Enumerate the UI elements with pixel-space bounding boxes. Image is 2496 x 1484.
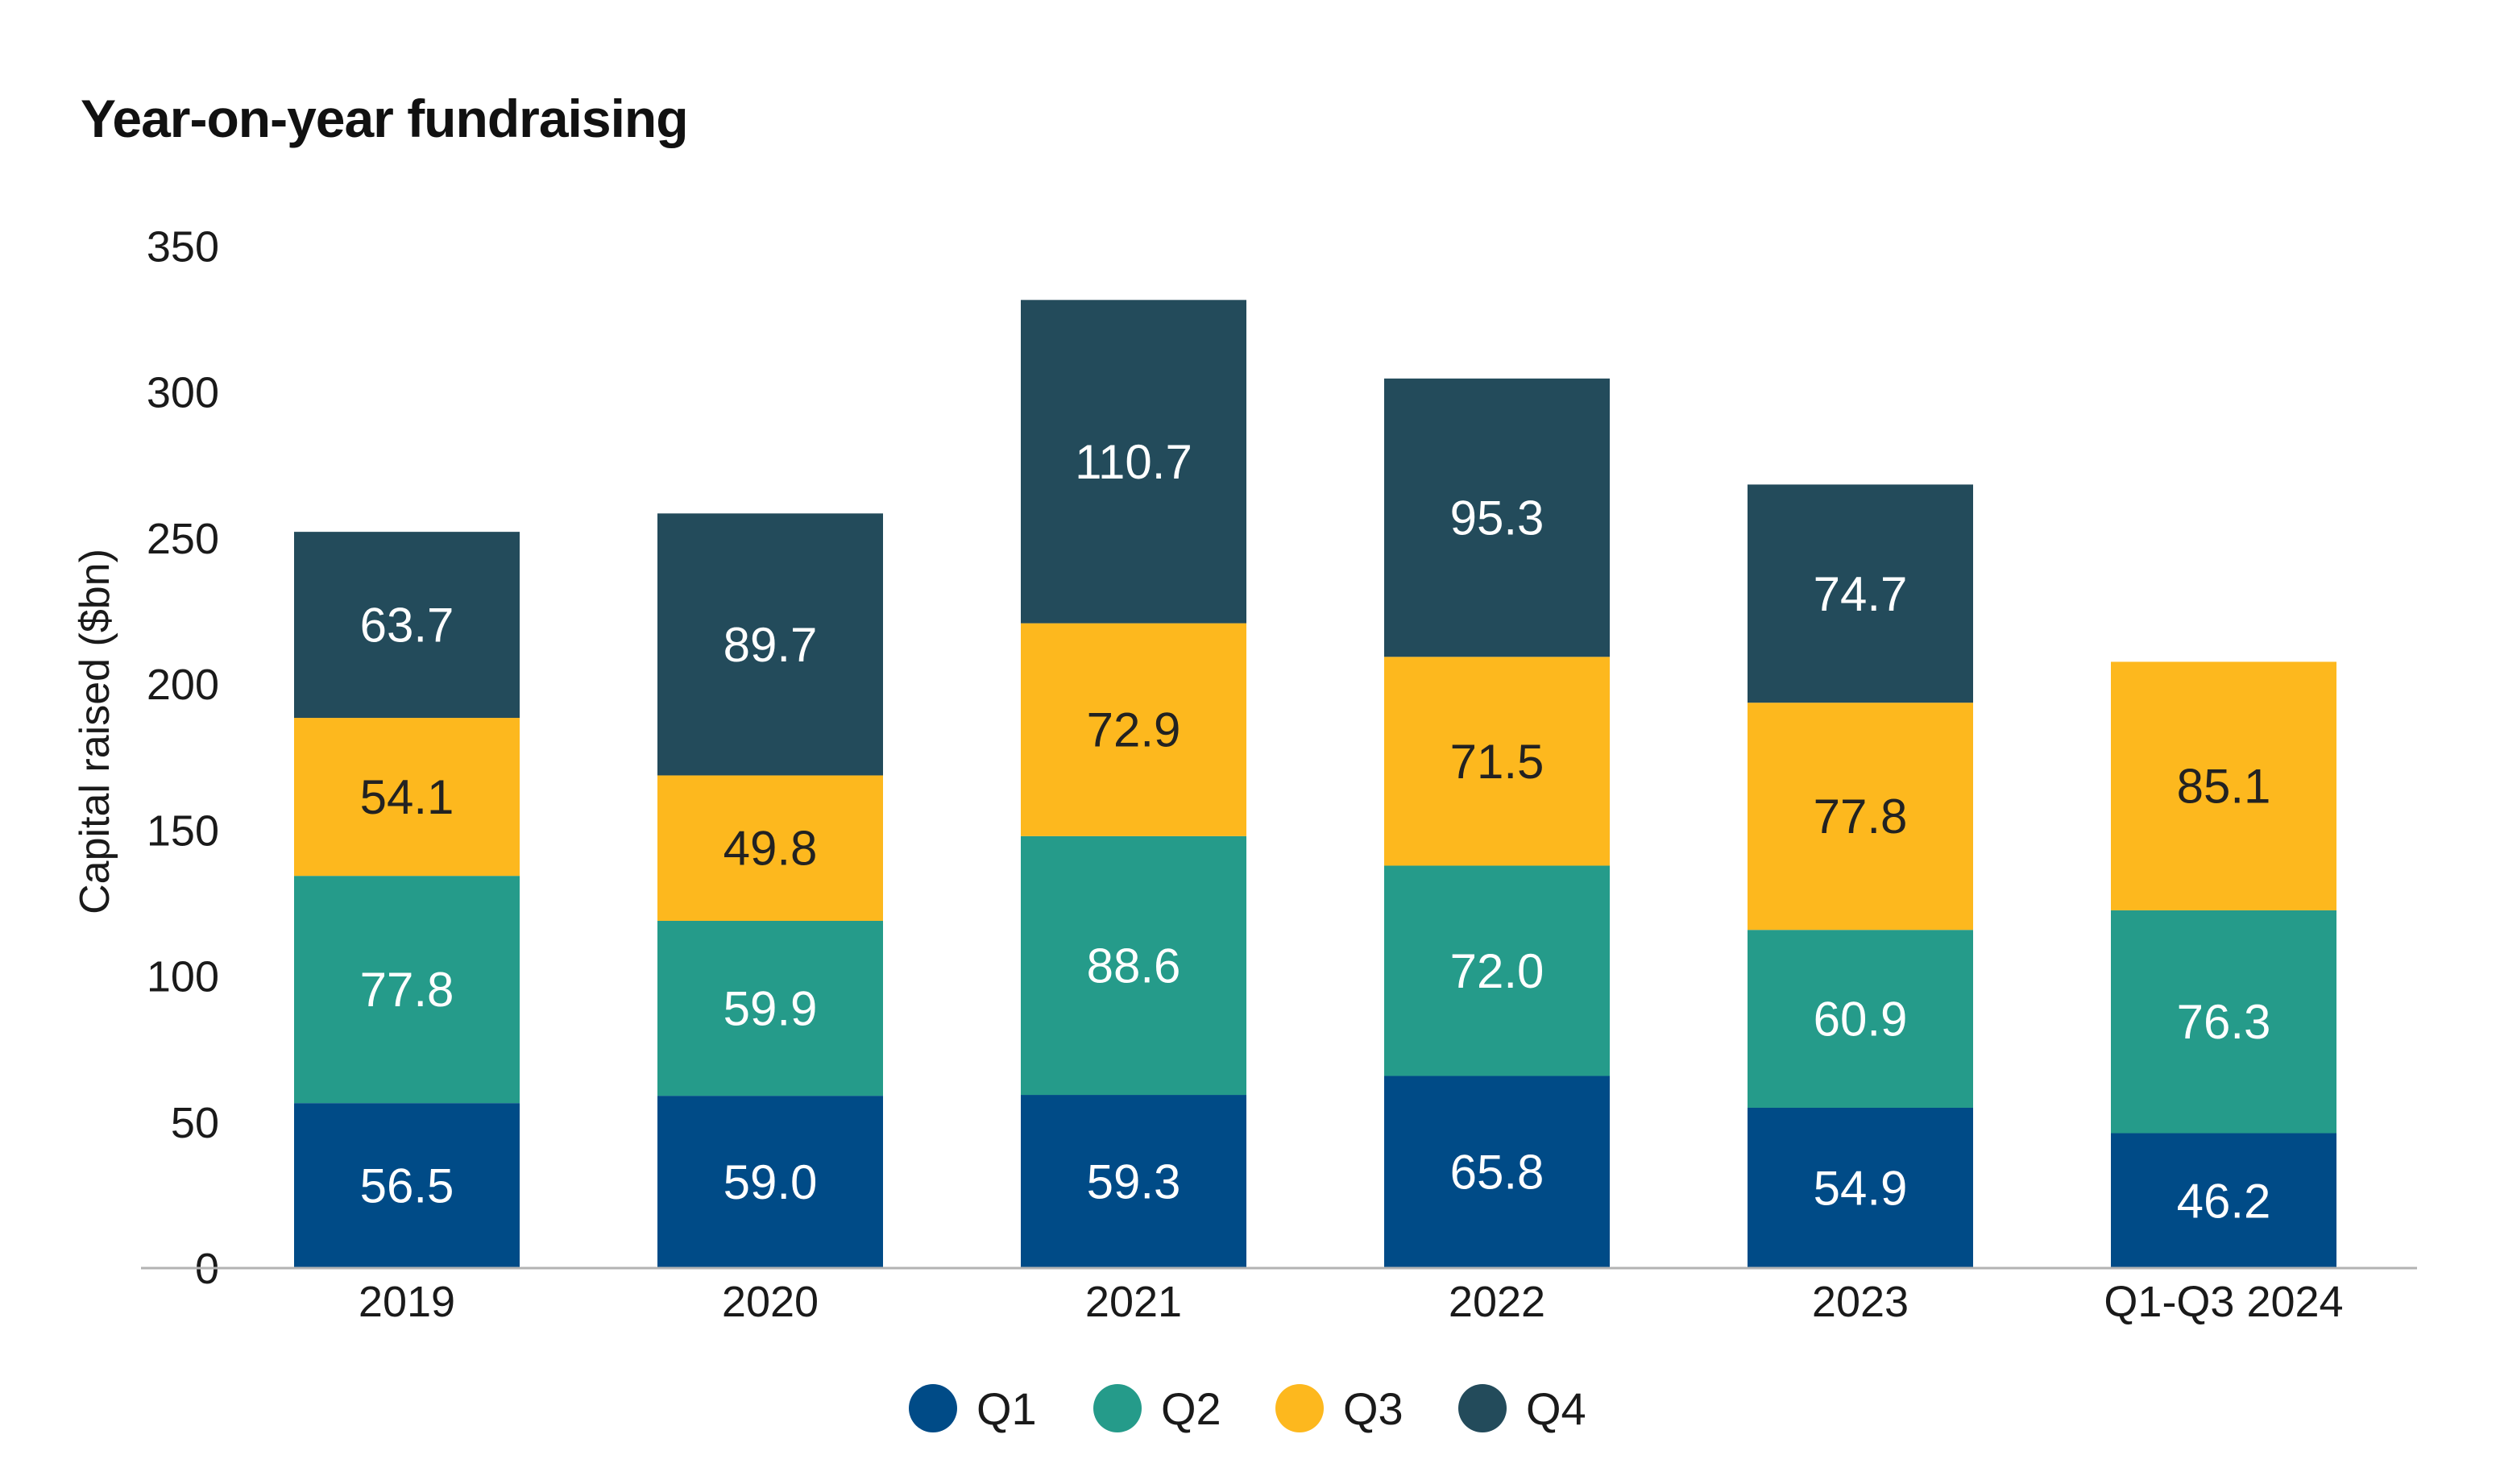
legend-item: Q1 <box>909 1383 1037 1434</box>
data-label: 74.7 <box>1814 567 1908 621</box>
bar-segment-q1 <box>657 1096 883 1268</box>
bar-segment-q4 <box>1384 378 1610 657</box>
bar-segment-q3 <box>657 775 883 921</box>
data-label: 46.2 <box>2177 1174 2271 1228</box>
bar-segment-q3 <box>1021 623 1246 836</box>
bar-segment-q1 <box>294 1103 520 1268</box>
legend: Q1 Q2 Q3 Q4 <box>909 1383 1586 1434</box>
bar-segment-q4 <box>1748 484 1973 703</box>
bar-group: 65.8 72.0 71.5 95.3 <box>1384 378 1610 1268</box>
data-label: 65.8 <box>1450 1146 1544 1200</box>
bar-segment-q2 <box>1384 865 1610 1076</box>
bar-segment-q2 <box>294 876 520 1104</box>
data-label: 63.7 <box>360 599 454 653</box>
bar-segment-q3 <box>2111 661 2336 910</box>
legend-item: Q4 <box>1458 1383 1586 1434</box>
bar-group: 56.5 77.8 54.1 63.7 <box>294 532 520 1268</box>
legend-item: Q2 <box>1093 1383 1221 1434</box>
x-tick-label: 2023 <box>1812 1278 1909 1326</box>
data-label: 60.9 <box>1814 993 1908 1047</box>
data-label: 88.6 <box>1087 939 1181 993</box>
bar-segment-q1 <box>1748 1107 1973 1268</box>
data-label: 77.8 <box>1814 790 1908 844</box>
legend-swatch-q1 <box>909 1384 957 1432</box>
bar-group: 54.9 60.9 77.8 74.7 <box>1748 484 1973 1268</box>
bar-segment-q4 <box>657 513 883 776</box>
legend-label: Q4 <box>1526 1383 1586 1434</box>
data-label: 72.9 <box>1087 703 1181 757</box>
data-label: 59.3 <box>1087 1155 1181 1209</box>
x-tick-label: 2019 <box>359 1278 455 1326</box>
chart-title: Year-on-year fundraising <box>81 89 688 148</box>
y-tick-label: 250 <box>147 515 219 563</box>
legend-label: Q1 <box>976 1383 1037 1434</box>
y-axis-title: Capital raised ($bn) <box>72 549 118 914</box>
bar-group: 46.2 76.3 85.1 <box>2111 661 2336 1268</box>
legend-swatch-q2 <box>1093 1384 1142 1432</box>
bar-segment-q1 <box>2111 1133 2336 1268</box>
plot-area: 56.5 77.8 54.1 63.7 59.0 59.9 49.8 89.7 59.3 88.6… <box>294 300 2336 1268</box>
x-tick-label: Q1-Q3 2024 <box>2104 1278 2343 1326</box>
bar-segment-q2 <box>1021 835 1246 1096</box>
y-tick-label: 300 <box>147 369 219 417</box>
data-label: 110.7 <box>1075 435 1192 489</box>
x-tick-label: 2021 <box>1085 1278 1182 1326</box>
bar-segment-q1 <box>1384 1076 1610 1268</box>
data-label: 71.5 <box>1450 735 1544 789</box>
bar-segment-q2 <box>657 920 883 1096</box>
bar-segment-q3 <box>1748 703 1973 931</box>
data-label: 54.1 <box>360 770 454 824</box>
y-tick-label: 50 <box>171 1099 219 1147</box>
data-label: 95.3 <box>1450 491 1544 545</box>
bar-segment-q4 <box>1021 300 1246 624</box>
bar-segment-q2 <box>1748 930 1973 1108</box>
legend-swatch-q3 <box>1275 1384 1324 1432</box>
bar-group: 59.3 88.6 72.9 110.7 <box>1021 300 1246 1268</box>
bar-segment-q2 <box>2111 910 2336 1134</box>
x-axis: 2019 2020 2021 2022 2023 Q1-Q3 2024 <box>359 1278 2344 1326</box>
data-label: 59.0 <box>724 1155 818 1209</box>
data-label: 76.3 <box>2177 995 2271 1049</box>
data-label: 77.8 <box>360 963 454 1017</box>
data-label: 72.0 <box>1450 944 1544 998</box>
legend-label: Q3 <box>1343 1383 1403 1434</box>
bar-segment-q1 <box>1021 1095 1246 1268</box>
bar-group: 59.0 59.9 49.8 89.7 <box>657 513 883 1268</box>
x-tick-label: 2020 <box>722 1278 819 1326</box>
y-tick-label: 200 <box>147 661 219 709</box>
y-tick-label: 150 <box>147 806 219 855</box>
bar-segment-q3 <box>294 718 520 877</box>
legend-swatch-q4 <box>1458 1384 1507 1432</box>
data-label: 89.7 <box>724 618 818 672</box>
data-label: 49.8 <box>724 822 818 876</box>
data-label: 56.5 <box>360 1159 454 1213</box>
legend-label: Q2 <box>1161 1383 1221 1434</box>
y-tick-label: 100 <box>147 953 219 1001</box>
data-label: 85.1 <box>2177 760 2271 814</box>
bar-segment-q4 <box>294 532 520 719</box>
legend-item: Q3 <box>1275 1383 1403 1434</box>
x-tick-label: 2022 <box>1449 1278 1545 1326</box>
data-label: 59.9 <box>724 982 818 1036</box>
data-label: 54.9 <box>1814 1161 1908 1215</box>
y-tick-label: 350 <box>147 222 219 271</box>
bar-segment-q3 <box>1384 657 1610 866</box>
